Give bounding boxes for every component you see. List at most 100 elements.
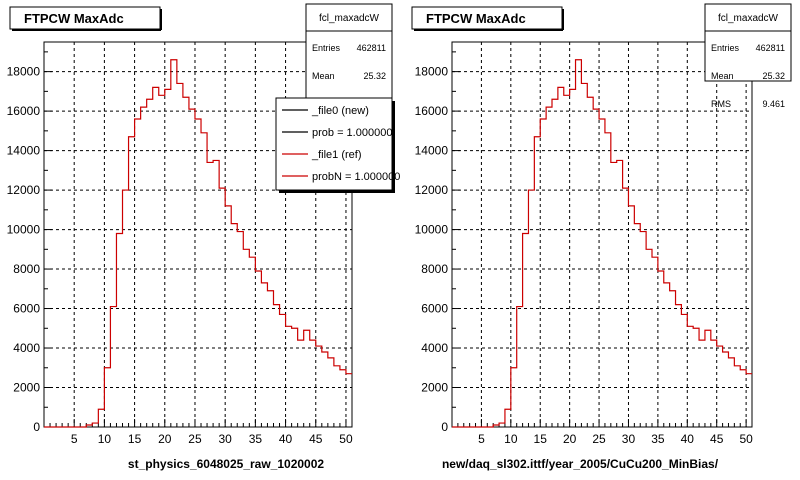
plot-frame [451, 41, 753, 428]
legend-label: _file1 (ref) [311, 149, 362, 161]
histogram-bin [346, 374, 352, 427]
histogram-bin [711, 340, 717, 427]
stats-name: fcl_maxadcW [319, 13, 380, 24]
x-tick-label: 25 [188, 432, 202, 446]
legend-label: prob = 1.000000 [312, 127, 392, 139]
histogram-bin [605, 133, 611, 427]
histogram-bin [540, 119, 546, 427]
histogram-bin [581, 83, 587, 427]
y-tick-label: 6000 [13, 302, 40, 316]
histogram-bin [310, 340, 316, 427]
histogram-bin [243, 249, 249, 427]
histogram-bin [570, 89, 576, 427]
stats-label: Mean [711, 71, 734, 81]
histogram-bin [523, 234, 529, 427]
histogram-bin [237, 232, 243, 427]
chart-panel-2: 5 10 15 20 25 30 35 40 45 50 0 2000 4000 6000 8000 1000… [411, 3, 792, 471]
x-tick-label: 50 [739, 432, 753, 446]
histogram-bin [261, 283, 267, 427]
histogram-bin [552, 99, 558, 427]
histogram-bin [292, 328, 298, 427]
y-tick-label: 14000 [7, 144, 41, 158]
y-tick-label: 4000 [421, 341, 448, 355]
histogram-bin [129, 137, 135, 427]
x-tick-label: 35 [249, 432, 263, 446]
stats-name: fcl_maxadcW [718, 13, 779, 24]
histogram-bin [728, 358, 734, 427]
histogram-bin [255, 271, 261, 427]
y-tick-label: 14000 [415, 144, 449, 158]
histogram-bin [153, 87, 159, 427]
y-tick-label: 16000 [415, 104, 449, 118]
histogram-bin [123, 190, 129, 427]
x-axis-label: new/daq_sl302.ittf/year_2005/CuCu200_Min… [442, 457, 719, 471]
histogram-bin [104, 368, 110, 427]
histogram-bin [267, 291, 273, 427]
x-tick-label: 45 [309, 432, 323, 446]
histogram-bin [564, 95, 570, 427]
histogram-line [452, 59, 752, 428]
stats-value: 25.32 [762, 71, 785, 81]
histogram-bin [628, 206, 634, 427]
y-tick-label: 4000 [13, 341, 40, 355]
x-tick-label: 50 [339, 432, 353, 446]
histogram-bin [171, 60, 177, 427]
y-tick-label: 10000 [415, 223, 449, 237]
tick-labels: 5 10 15 20 25 30 35 40 45 50 0 2000 4000 6000 8000 1000… [415, 65, 753, 446]
histogram-bin [734, 366, 740, 427]
axis-ticks [452, 51, 747, 427]
y-tick-label: 8000 [13, 262, 40, 276]
histogram-bin [201, 133, 207, 427]
histogram-bin [528, 190, 534, 427]
histogram-bin [225, 206, 231, 427]
histogram-bin [746, 374, 752, 427]
histogram-bin [623, 188, 629, 427]
x-tick-label: 35 [651, 432, 665, 446]
stats-value: 462811 [357, 43, 386, 53]
stats-box: fcl_maxadcW Entries 462811 Mean 25.32 RMS 9.46… [704, 3, 792, 109]
histogram-bin [231, 224, 237, 427]
histogram-bin [334, 366, 340, 427]
y-tick-label: 2000 [13, 381, 40, 395]
series-1 [452, 59, 752, 428]
histogram-bin [249, 257, 255, 427]
chart-panel-1: 5 10 15 20 25 30 35 40 45 50 0 2000 4000 6000 8000 1000… [7, 3, 400, 471]
histogram-bin [135, 119, 141, 427]
stats-label: Entries [711, 43, 740, 53]
histogram-bin [177, 83, 183, 427]
series-1 [44, 59, 352, 428]
x-tick-label: 5 [478, 432, 485, 446]
stats-value: 25.32 [363, 71, 386, 81]
histogram-bin [340, 370, 346, 427]
histogram-bin [558, 87, 564, 427]
y-tick-label: 18000 [415, 65, 449, 79]
histogram-bin [213, 160, 219, 427]
histogram-bin [687, 326, 693, 427]
x-tick-label: 10 [504, 432, 518, 446]
legend: _file0 (new) prob = 1.000000 _file1 (ref) p… [275, 97, 400, 193]
histogram-bin [110, 307, 116, 427]
y-tick-label: 12000 [415, 183, 449, 197]
histogram-bin [273, 305, 279, 427]
histogram-bin [183, 97, 189, 427]
histogram-bin [599, 119, 605, 427]
histogram-bin [511, 368, 517, 427]
x-tick-label: 15 [534, 432, 548, 446]
histogram-bin [681, 314, 687, 427]
histogram-bin [280, 314, 286, 427]
histogram-bin [705, 330, 711, 427]
y-tick-label: 2000 [421, 381, 448, 395]
histogram-bin [316, 346, 322, 427]
histogram-bin [505, 409, 511, 427]
tick-labels: 5 10 15 20 25 30 35 40 45 50 0 2000 4000 6000 8000 1000… [7, 65, 353, 446]
histogram-bin [195, 119, 201, 427]
x-axis-label: st_physics_6048025_raw_1020002 [128, 457, 324, 471]
stats-label: Entries [312, 43, 341, 53]
histogram-bin [286, 326, 292, 427]
histogram-bin [617, 160, 623, 427]
histogram-bin [328, 358, 334, 427]
x-tick-label: 15 [128, 432, 142, 446]
grid [452, 42, 752, 427]
